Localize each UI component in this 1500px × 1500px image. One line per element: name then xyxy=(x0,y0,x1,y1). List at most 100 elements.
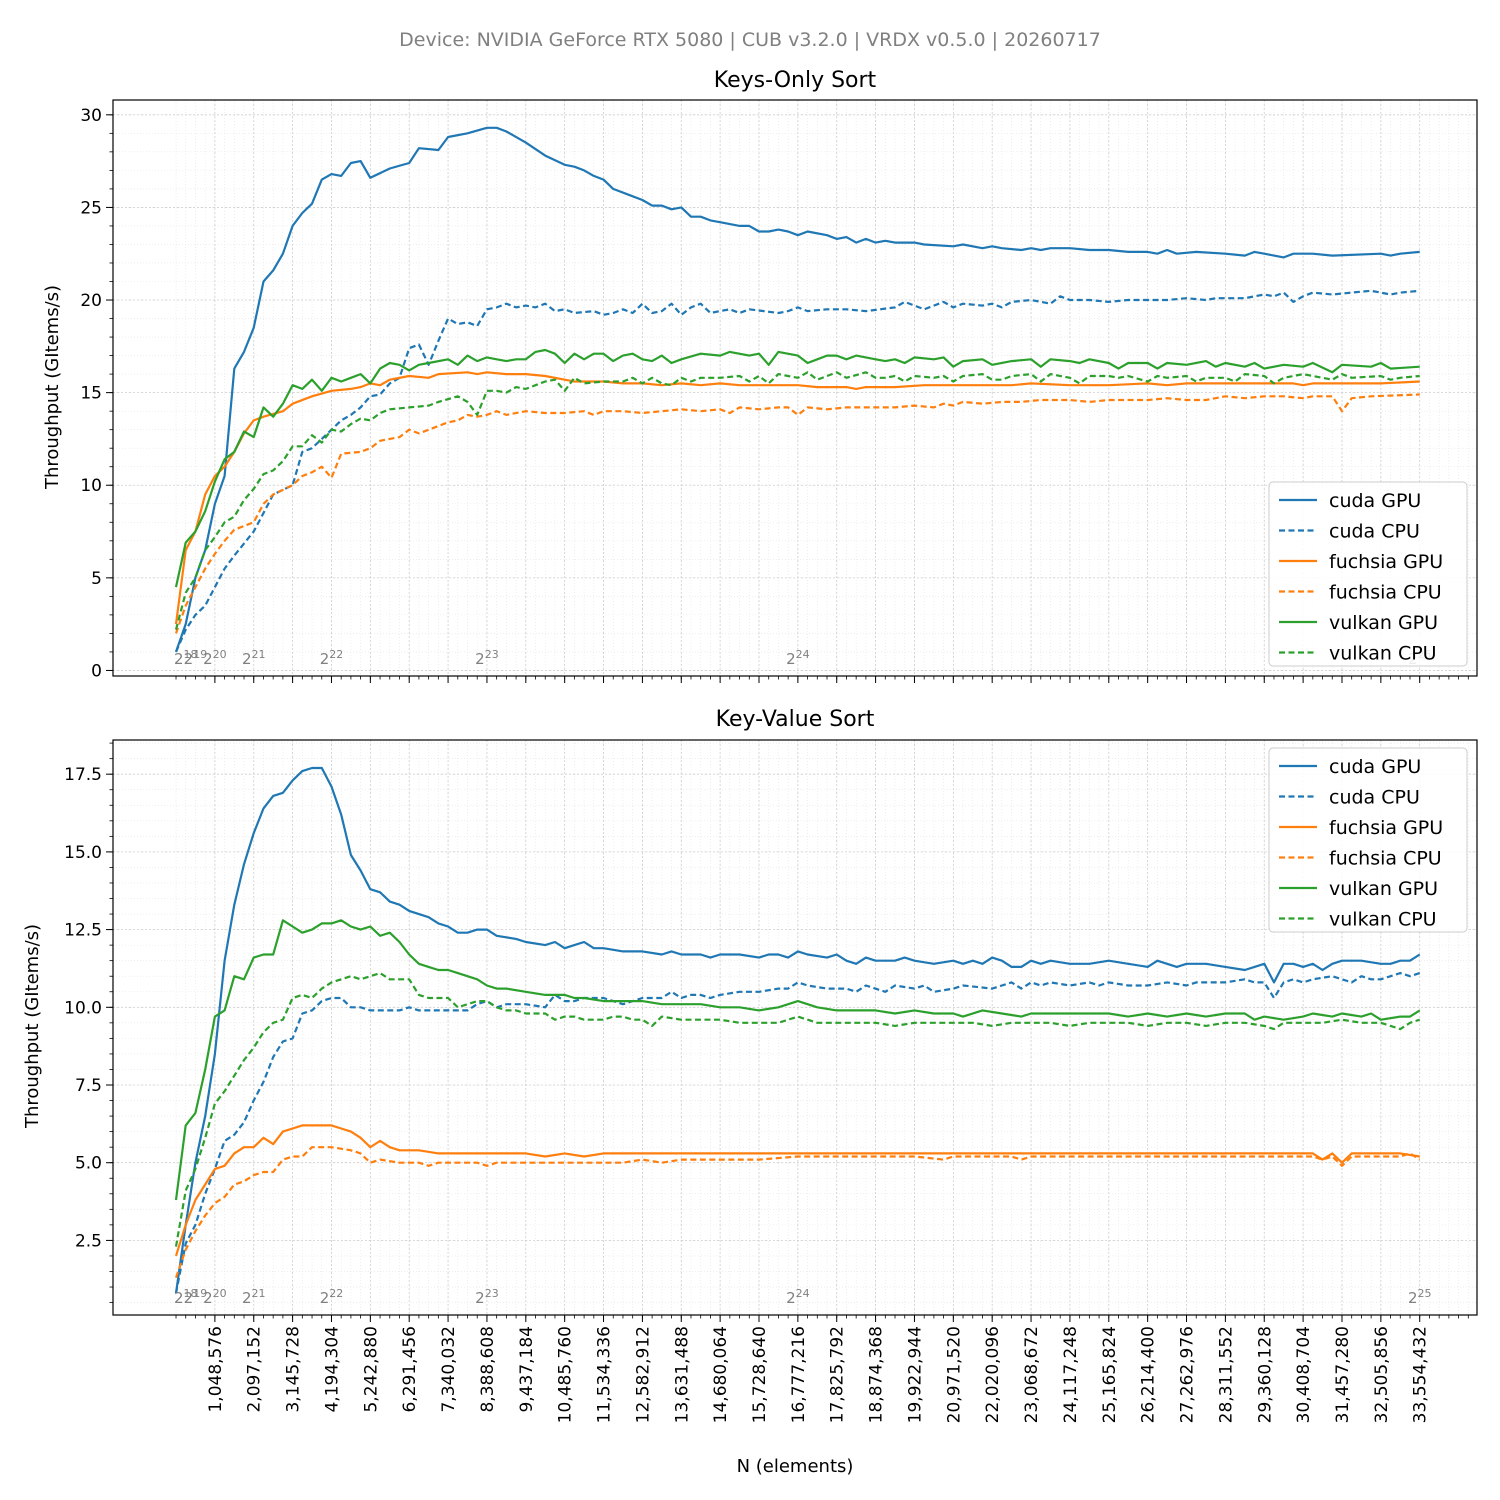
keys-only-x-ticks xyxy=(175,676,1469,683)
key-value-series xyxy=(174,766,1421,1294)
key-value-x-tick-label: 4,194,304 xyxy=(323,1326,343,1413)
key-value-y-tick-label: 17.5 xyxy=(64,765,102,785)
key-value-x-tick-label: 1,048,576 xyxy=(206,1326,226,1413)
key-value-y-tick-label: 2.5 xyxy=(75,1231,102,1251)
key-value-y-ticks: 2.5 5.0 7.5 10.0 12.5 15.0 17.5 xyxy=(64,742,113,1303)
keys-only-series-vulkan-gpu xyxy=(174,348,1420,588)
keys-only-legend: cuda GPU cuda CPU fuchsia GPU fuchsia CPU vu… xyxy=(1268,481,1468,667)
key-value-legend-box xyxy=(1268,747,1468,933)
keys-only-power-of-two-label: 224 xyxy=(786,648,810,668)
keys-only-sort-y-axis-label: Throughput (GItems/s) xyxy=(42,285,63,490)
key-value-x-tick-label: 16,777,216 xyxy=(789,1326,809,1423)
key-value-x-tick-label: 30,408,704 xyxy=(1294,1326,1314,1423)
keys-only-series-fuchsia-gpu xyxy=(174,371,1420,625)
key-value-y-tick-label: 15.0 xyxy=(64,843,102,863)
keys-only-legend-label-cuda-gpu: cuda GPU xyxy=(1329,490,1421,512)
key-value-y-tick-label: 12.5 xyxy=(64,921,102,941)
keys-only-y-tick-label: 30 xyxy=(80,106,102,126)
keys-only-power-of-two-label: 222 xyxy=(320,648,344,668)
key-value-x-tick-label: 32,505,856 xyxy=(1372,1326,1392,1423)
key-value-x-tick-label: 14,680,064 xyxy=(711,1326,731,1423)
key-value-legend: cuda GPU cuda CPU fuchsia GPU fuchsia CPU vu… xyxy=(1268,747,1468,933)
key-value-y-tick-label: 7.5 xyxy=(75,1076,102,1096)
key-value-sort-title: Key-Value Sort xyxy=(716,707,875,732)
key-value-series-vulkan-gpu xyxy=(174,919,1421,1201)
keys-only-y-tick-label: 10 xyxy=(80,476,102,496)
key-value-x-tick-label: 29,360,128 xyxy=(1255,1326,1275,1423)
key-value-sort-y-axis-label: Throughput (GItems/s) xyxy=(22,924,43,1129)
key-value-y-tick-label: 10.0 xyxy=(64,998,102,1018)
keys-only-power-of-two-label: 218 xyxy=(174,648,198,668)
key-value-x-tick-label: 22,020,096 xyxy=(983,1326,1003,1423)
key-value-legend-label-vulkan-gpu: vulkan GPU xyxy=(1329,878,1438,900)
keys-only-sort-panel: Keys-Only Sort 2182192202212222232242250… xyxy=(42,68,1478,683)
keys-only-y-tick-label: 0 xyxy=(91,661,102,681)
key-value-series-cuda-cpu xyxy=(174,972,1421,1294)
keys-only-sort-title: Keys-Only Sort xyxy=(714,68,877,93)
key-value-x-tick-label: 3,145,728 xyxy=(284,1326,304,1413)
key-value-series-vulkan-cpu xyxy=(174,972,1421,1247)
key-value-x-tick-label: 7,340,032 xyxy=(439,1326,459,1413)
key-value-x-tick-label: 13,631,488 xyxy=(672,1326,692,1423)
key-value-series-cuda-gpu xyxy=(174,766,1421,1294)
keys-only-power-of-two-label: 223 xyxy=(475,648,499,668)
keys-only-series-cuda-cpu xyxy=(174,289,1420,653)
key-value-power-of-two-label: 223 xyxy=(475,1287,499,1307)
keys-only-legend-label-fuchsia-gpu: fuchsia GPU xyxy=(1329,551,1443,573)
keys-only-series-cuda-gpu xyxy=(174,126,1420,653)
key-value-x-tick-label: 15,728,640 xyxy=(750,1326,770,1423)
keys-only-y-tick-label: 15 xyxy=(80,384,102,404)
keys-only-power-of-two-label: 219 xyxy=(184,648,208,668)
key-value-x-tick-label: 28,311,552 xyxy=(1216,1326,1236,1423)
keys-only-y-ticks: 0 5 10 15 20 25 30 xyxy=(80,106,113,681)
keys-only-series-fuchsia-cpu xyxy=(174,393,1420,634)
keys-only-legend-box xyxy=(1268,481,1468,667)
key-value-x-tick-label: 26,214,400 xyxy=(1139,1326,1159,1423)
key-value-x-tick-label: 8,388,608 xyxy=(478,1326,498,1413)
keys-only-power-of-two-label: 220 xyxy=(203,648,227,668)
key-value-power-of-two-label: 221 xyxy=(242,1287,266,1307)
key-value-x-tick-label: 18,874,368 xyxy=(867,1326,887,1423)
key-value-x-tick-label: 11,534,336 xyxy=(595,1326,615,1423)
key-value-power-of-two-label: 220 xyxy=(203,1287,227,1307)
key-value-x-ticks: 1,048,576 2,097,152 3,145,728 4,194,304 5,24… xyxy=(175,1315,1469,1423)
keys-only-legend-label-cuda-cpu: cuda CPU xyxy=(1329,521,1420,543)
key-value-x-tick-label: 5,242,880 xyxy=(361,1326,381,1413)
keys-only-major-grid xyxy=(113,100,1477,676)
figure-subtitle: Device: NVIDIA GeForce RTX 5080 | CUB v3… xyxy=(399,29,1101,51)
keys-only-y-tick-label: 5 xyxy=(91,569,102,589)
key-value-x-tick-label: 33,554,432 xyxy=(1411,1326,1431,1423)
keys-only-legend-label-vulkan-gpu: vulkan GPU xyxy=(1329,612,1438,634)
key-value-x-tick-label: 19,922,944 xyxy=(906,1326,926,1423)
key-value-x-tick-label: 2,097,152 xyxy=(245,1326,265,1413)
key-value-x-tick-label: 6,291,456 xyxy=(400,1326,420,1413)
key-value-power-of-two-label: 224 xyxy=(786,1287,810,1307)
key-value-x-tick-label: 20,971,520 xyxy=(944,1326,964,1423)
key-value-legend-label-cuda-cpu: cuda CPU xyxy=(1329,787,1420,809)
keys-only-legend-label-vulkan-cpu: vulkan CPU xyxy=(1329,643,1437,665)
key-value-legend-label-fuchsia-cpu: fuchsia CPU xyxy=(1329,848,1442,870)
key-value-series-fuchsia-gpu xyxy=(174,1124,1420,1257)
key-value-x-tick-label: 24,117,248 xyxy=(1061,1326,1081,1423)
key-value-power-of-two-label: 222 xyxy=(320,1287,344,1307)
key-value-x-tick-label: 10,485,760 xyxy=(556,1326,576,1423)
keys-only-axes-frame xyxy=(112,99,1478,677)
key-value-x-tick-label: 23,068,672 xyxy=(1022,1326,1042,1423)
x-axis-label: N (elements) xyxy=(737,1456,854,1477)
keys-only-y-tick-label: 25 xyxy=(80,198,102,218)
keys-only-sort-plot: 218219220221222223224225051015202530cuda… xyxy=(80,99,1478,683)
key-value-axes-frame xyxy=(112,739,1478,1316)
key-value-x-tick-label: 17,825,792 xyxy=(828,1326,848,1423)
keys-only-y-tick-label: 20 xyxy=(80,291,102,311)
keys-only-power-of-two-label: 221 xyxy=(242,648,266,668)
keys-only-legend-label-fuchsia-cpu: fuchsia CPU xyxy=(1329,582,1442,604)
keys-only-series-vulkan-cpu xyxy=(174,371,1420,630)
keys-only-series xyxy=(174,126,1420,653)
key-value-legend-label-vulkan-cpu: vulkan CPU xyxy=(1329,909,1437,931)
key-value-x-tick-label: 31,457,280 xyxy=(1333,1326,1353,1423)
